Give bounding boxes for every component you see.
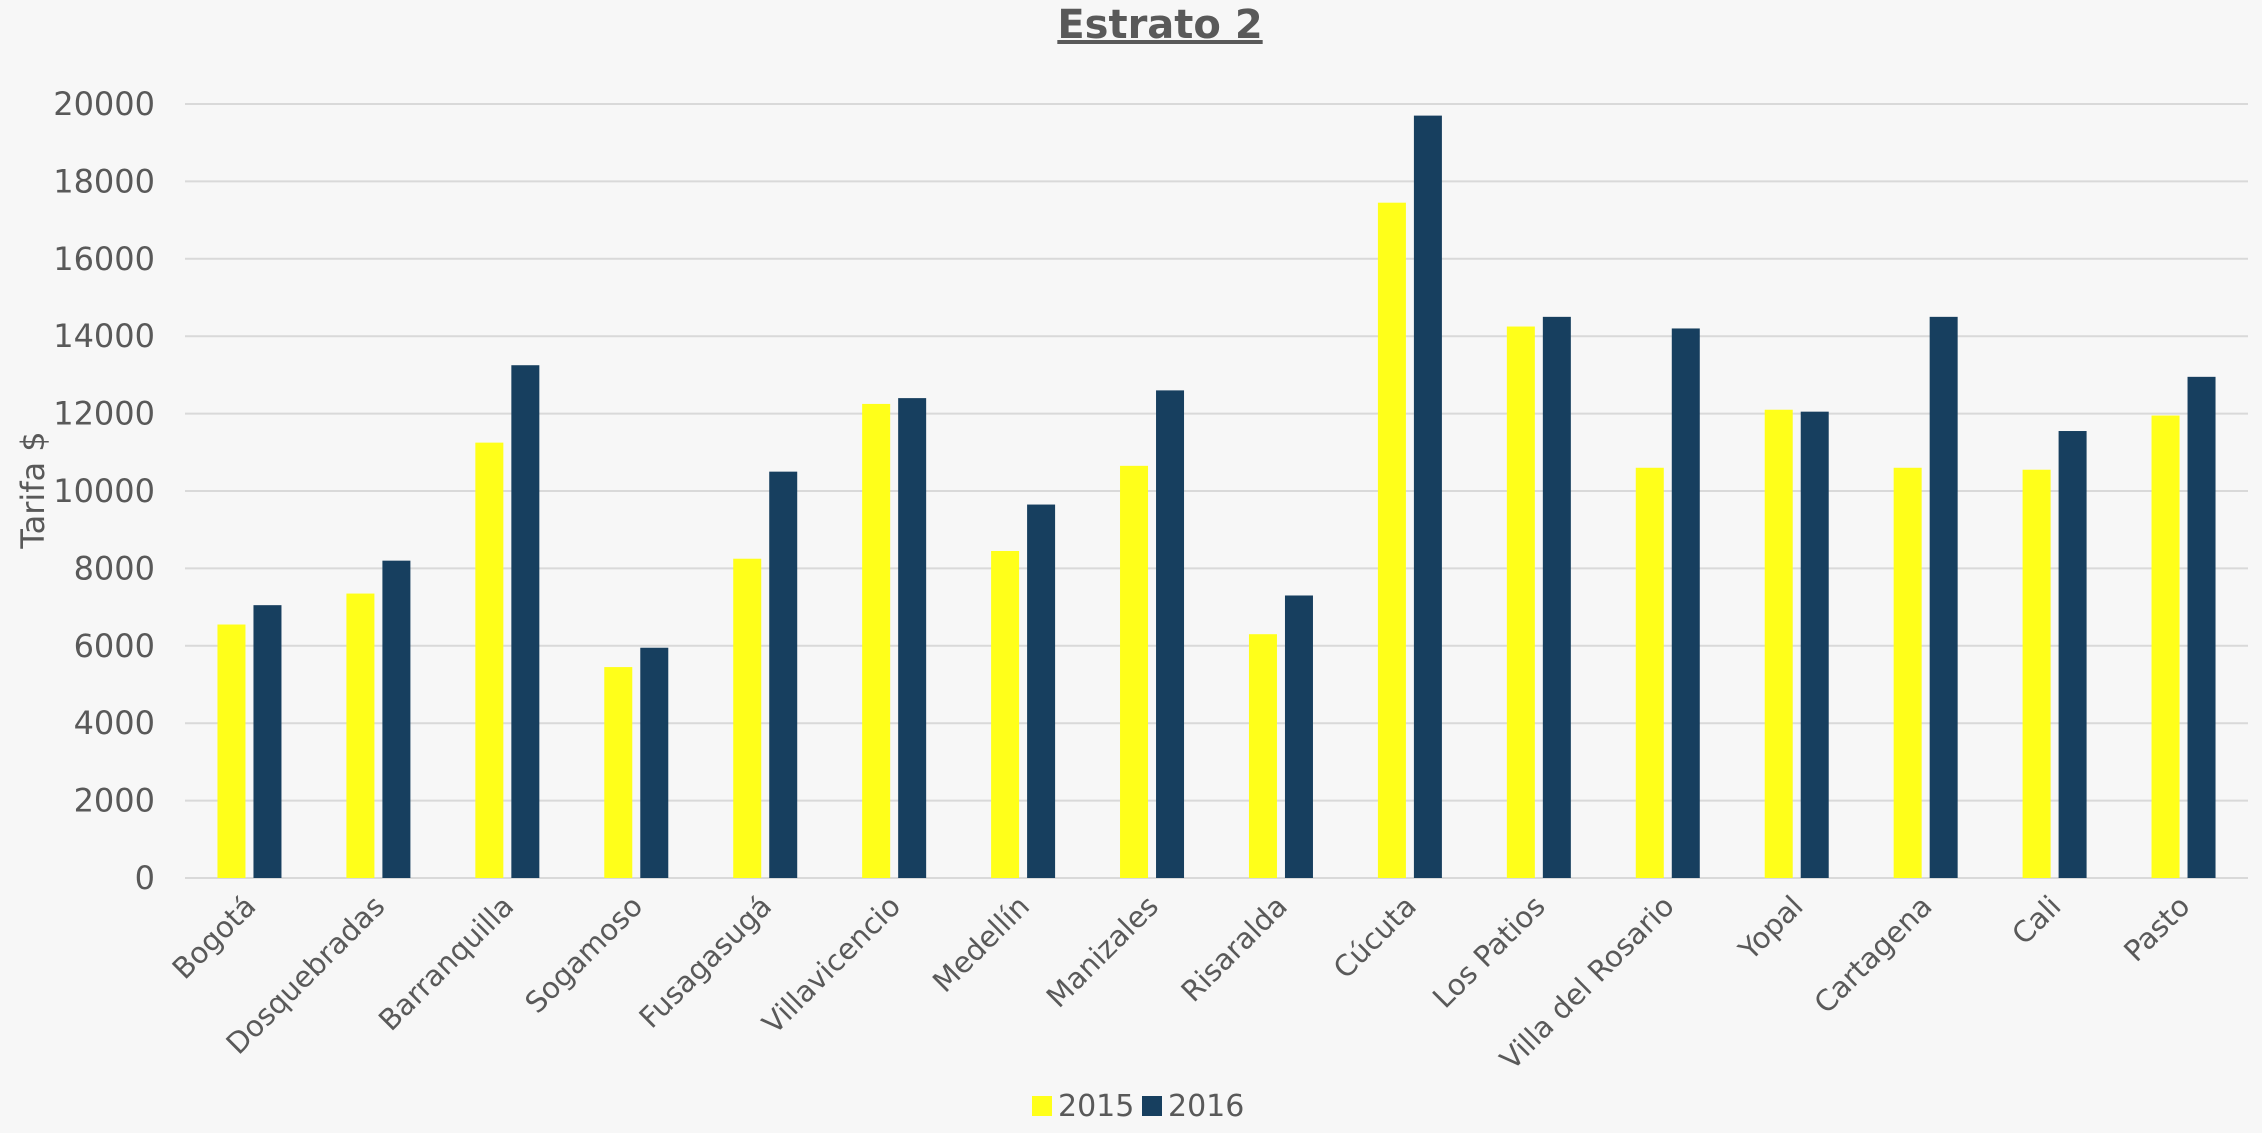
bar-2015-7: [1120, 465, 1149, 878]
bar-2015-0: [217, 624, 246, 878]
y-axis-title: Tarifa $: [14, 431, 52, 549]
bar-2016-8: [1284, 595, 1313, 878]
x-category-label: Cúcuta: [1327, 889, 1423, 985]
bar-2016-1: [382, 560, 411, 878]
bar-2015-12: [1764, 409, 1793, 878]
bar-2015-1: [346, 593, 375, 878]
x-category-label: Bogotá: [166, 889, 263, 986]
x-category-label: Barranquilla: [372, 889, 520, 1037]
bar-2015-3: [604, 667, 633, 878]
bar-2015-6: [991, 550, 1020, 878]
bar-2016-12: [1800, 411, 1829, 878]
legend-swatch-2015: [1032, 1096, 1052, 1116]
y-tick-label: 12000: [53, 395, 155, 433]
bar-2015-4: [733, 558, 762, 878]
bar-2016-14: [2058, 431, 2087, 878]
y-tick-label: 18000: [53, 162, 155, 200]
y-tick-label: 20000: [53, 85, 155, 123]
x-category-label: Los Patios: [1426, 889, 1552, 1015]
y-axis-ticks: 0 2000 4000 6000 8000 10000 12000 14000 16000 180…: [53, 85, 155, 897]
y-tick-label: 8000: [74, 549, 155, 587]
bar-2016-15: [2187, 376, 2216, 878]
chart-title: Estrato 2: [1057, 2, 1262, 48]
x-category-label: Manizales: [1040, 889, 1165, 1014]
x-category-label: Sogamoso: [518, 889, 649, 1020]
y-tick-label: 4000: [74, 704, 155, 742]
legend-label: 2015: [1058, 1089, 1134, 1124]
bar-2016-7: [1156, 390, 1185, 878]
bar-2015-2: [475, 442, 504, 878]
x-category-label: Yopal: [1731, 889, 1809, 967]
y-tick-label: 2000: [74, 782, 155, 820]
x-axis-categories: BogotáDosquebradasBarranquillaSogamosoFu…: [166, 889, 2197, 1076]
bar-2016-3: [640, 647, 669, 878]
bar-2016-4: [769, 471, 798, 878]
bars: [217, 115, 2216, 879]
bar-2015-10: [1506, 326, 1535, 878]
legend-swatch-2016: [1142, 1096, 1162, 1116]
bar-2015-11: [1635, 467, 1664, 878]
y-tick-label: 10000: [53, 472, 155, 510]
legend-label: 2016: [1168, 1089, 1244, 1124]
bar-2016-9: [1413, 115, 1442, 879]
bar-2015-5: [862, 403, 891, 878]
bar-2015-15: [2151, 415, 2180, 878]
bar-2016-10: [1542, 316, 1571, 879]
x-category-label: Cali: [2005, 889, 2067, 951]
y-tick-label: 16000: [53, 240, 155, 278]
bar-2016-2: [511, 365, 540, 879]
bar-2016-0: [253, 605, 282, 878]
bar-2015-14: [2022, 469, 2051, 878]
bar-2015-8: [1248, 634, 1277, 878]
x-category-label: Pasto: [2117, 889, 2196, 968]
x-category-label: Medellín: [926, 889, 1036, 999]
x-category-label: Fusagasugá: [632, 889, 778, 1035]
bar-2016-6: [1027, 504, 1056, 878]
bar-2016-11: [1671, 328, 1700, 879]
bar-2015-13: [1893, 467, 1922, 878]
y-tick-label: 6000: [74, 627, 155, 665]
x-category-label: Villavicencio: [756, 889, 908, 1041]
x-category-label: Cartagena: [1807, 889, 1938, 1020]
y-tick-label: 0: [135, 859, 155, 897]
bar-2016-5: [898, 398, 927, 878]
bar-2016-13: [1929, 316, 1958, 879]
x-category-label: Risaralda: [1174, 889, 1294, 1009]
legend: 2015 2016: [1032, 1089, 1244, 1124]
bar-2015-9: [1377, 202, 1406, 878]
y-tick-label: 14000: [53, 317, 155, 355]
